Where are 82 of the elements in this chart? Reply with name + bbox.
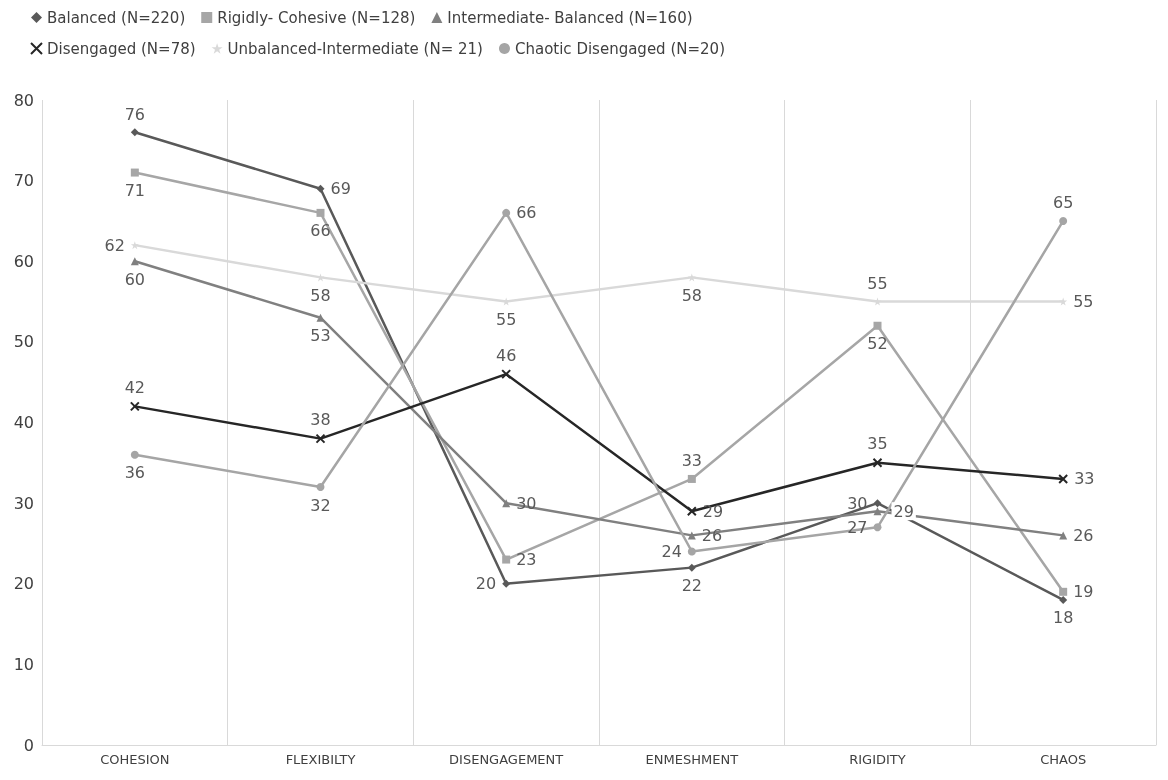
data-label: 22 xyxy=(681,576,703,596)
data-label: 71 xyxy=(124,181,146,201)
data-label: 53 xyxy=(310,326,331,346)
point xyxy=(1059,216,1068,225)
y-tick-label: 0 xyxy=(23,735,34,755)
data-label: 52 xyxy=(867,334,888,354)
data-label: 19 xyxy=(1073,582,1094,602)
point xyxy=(686,506,697,517)
data-label: 55 xyxy=(867,274,888,294)
legend-label: Balanced (N=220) xyxy=(47,8,186,27)
x-tick-label: ENMESHMENT xyxy=(645,752,739,767)
point xyxy=(316,208,325,217)
data-label: 18 xyxy=(1052,608,1074,628)
legend-label: Unbalanced-Intermediate (N= 21) xyxy=(227,39,483,58)
data-label: 46 xyxy=(495,345,517,365)
legend-label: Rigidly- Cohesive (N=128) xyxy=(217,8,416,27)
data-label: 33 xyxy=(1074,469,1095,489)
point xyxy=(873,321,882,330)
x-tick-label: FLEXIBILTY xyxy=(285,752,356,767)
legend-label: Chaotic Disengaged (N=20) xyxy=(514,39,725,58)
data-label: 58 xyxy=(681,285,703,305)
y-tick-label: 80 xyxy=(13,90,34,110)
data-label: 26 xyxy=(1073,525,1094,545)
point xyxy=(501,369,512,380)
point xyxy=(130,128,139,137)
point xyxy=(502,579,511,588)
legend-label: Disengaged (N=78) xyxy=(47,39,196,58)
data-label: 66 xyxy=(516,203,537,223)
y-tick-label: 20 xyxy=(13,574,34,594)
point xyxy=(130,241,139,250)
y-tick-label: 40 xyxy=(13,413,34,432)
y-tick-label: 30 xyxy=(13,493,34,513)
y-tick-label: 10 xyxy=(13,654,34,674)
point xyxy=(1058,473,1069,484)
point xyxy=(687,547,696,556)
x-tick-label: RIGIDITY xyxy=(849,752,906,767)
data-label: 76 xyxy=(124,104,146,124)
data-label: 20 xyxy=(475,574,497,594)
point xyxy=(687,563,696,572)
x-tick-label: COHESION xyxy=(100,752,170,767)
data-label: 32 xyxy=(310,495,331,515)
point xyxy=(873,499,882,508)
y-tick-label: 60 xyxy=(13,251,34,271)
data-label: 42 xyxy=(124,377,146,397)
point xyxy=(873,507,882,516)
data-label: 27 xyxy=(847,517,868,537)
data-label: 36 xyxy=(124,463,146,483)
point xyxy=(130,168,139,177)
data-label: 33 xyxy=(681,451,703,471)
data-label: 60 xyxy=(124,269,146,289)
point xyxy=(129,401,140,412)
point xyxy=(316,184,325,193)
data-label: 38 xyxy=(310,410,331,430)
point xyxy=(1059,587,1068,596)
y-tick-label: 70 xyxy=(13,171,34,191)
data-label: 55 xyxy=(495,310,517,330)
data-label: 23 xyxy=(516,550,537,570)
data-label: 58 xyxy=(310,285,331,305)
data-label: 24 xyxy=(661,542,682,561)
data-label: 62 xyxy=(104,235,125,255)
point xyxy=(502,499,511,508)
data-label: 35 xyxy=(867,434,888,454)
point xyxy=(873,523,882,532)
data-label: 65 xyxy=(1052,193,1074,213)
y-tick-label: 50 xyxy=(13,332,34,352)
x-tick-label: CHAOS xyxy=(1040,752,1087,767)
point xyxy=(687,474,696,483)
point xyxy=(130,450,139,459)
point xyxy=(687,273,696,282)
x-tick-label: DISENGAGEMENT xyxy=(449,752,564,767)
data-label: 29 xyxy=(702,501,724,521)
data-label: 69 xyxy=(330,179,351,199)
data-label: 29 xyxy=(893,501,914,521)
legend-label: Intermediate- Balanced (N=160) xyxy=(447,8,693,27)
data-label: 66 xyxy=(310,221,331,241)
point xyxy=(872,457,883,468)
data-label: 55 xyxy=(1073,292,1094,312)
point xyxy=(502,555,511,564)
point xyxy=(316,483,325,491)
point xyxy=(502,208,511,217)
point xyxy=(1059,595,1068,604)
point xyxy=(315,433,326,444)
